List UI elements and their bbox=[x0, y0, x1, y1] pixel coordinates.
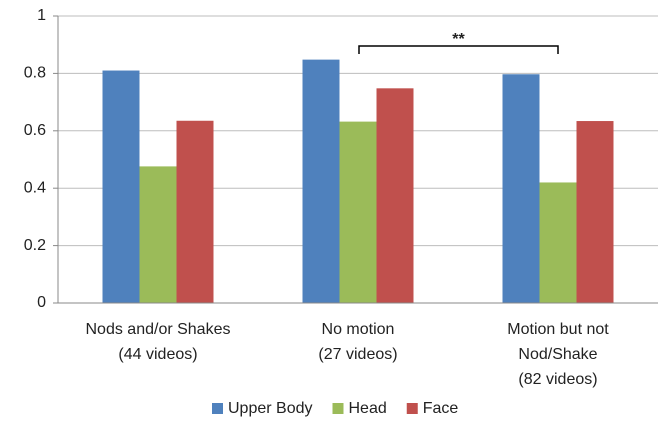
bar bbox=[539, 182, 577, 303]
annotation: ** bbox=[452, 31, 465, 48]
y-tick-label: 0.8 bbox=[24, 65, 46, 82]
significance-bracket bbox=[358, 45, 559, 54]
bar bbox=[102, 70, 140, 303]
bar bbox=[339, 121, 377, 303]
y-tick-label: 0.4 bbox=[24, 179, 46, 196]
y-tick-label: 0 bbox=[37, 294, 46, 311]
x-tick-label: Motion but not bbox=[507, 321, 609, 338]
x-tick-label: (44 videos) bbox=[118, 346, 197, 363]
legend-label: Head bbox=[349, 400, 387, 417]
x-tick-label: Nods and/or Shakes bbox=[86, 321, 231, 338]
legend-label: Upper Body bbox=[228, 400, 313, 417]
bar bbox=[176, 120, 214, 303]
x-tick-label: Nod/Shake bbox=[518, 346, 597, 363]
y-tick-label: 0.2 bbox=[24, 237, 46, 254]
bar bbox=[302, 59, 340, 304]
bar bbox=[502, 74, 540, 303]
legend-swatch bbox=[212, 403, 223, 414]
y-tick-label: 1 bbox=[37, 7, 46, 24]
bar bbox=[139, 166, 177, 303]
x-tick-label: No motion bbox=[322, 321, 395, 338]
legend-swatch bbox=[406, 403, 418, 414]
y-tick-label: 0.6 bbox=[24, 122, 46, 139]
x-tick-label: (82 videos) bbox=[518, 371, 597, 388]
bar bbox=[376, 88, 414, 303]
legend-label: Face bbox=[423, 400, 459, 417]
bar bbox=[576, 121, 614, 304]
legend-swatch bbox=[332, 403, 344, 414]
x-tick-label: (27 videos) bbox=[318, 346, 397, 363]
